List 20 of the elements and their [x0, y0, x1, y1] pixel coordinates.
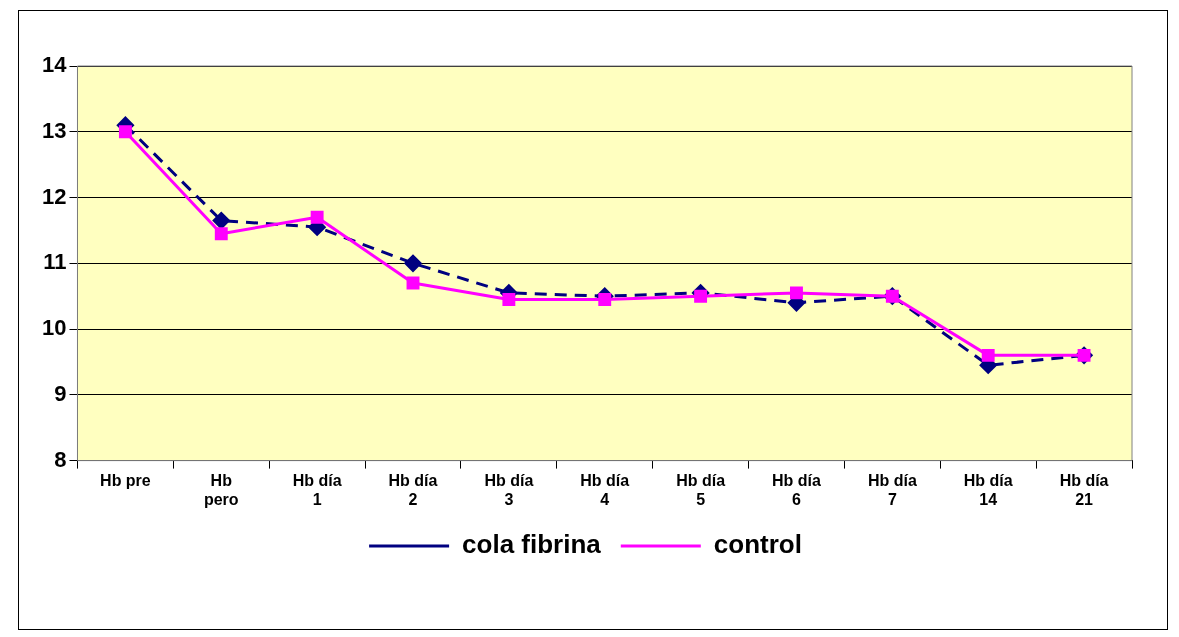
x-tick-label: Hb pre: [100, 471, 151, 489]
x-tick-label: Hb día 1: [292, 471, 342, 508]
y-tick-label: 9: [54, 380, 67, 406]
legend-label: control: [713, 529, 802, 560]
x-tick-label: Hb día 6: [772, 471, 822, 508]
x-tick-label: Hb día 3: [484, 471, 534, 508]
y-tick-label: 10: [41, 315, 67, 341]
y-tick-label: 14: [41, 52, 68, 78]
x-tick-label: Hb día 21: [1059, 471, 1109, 508]
x-tick-label: Hb día 2: [388, 471, 438, 508]
x-tick-label: Hb día 4: [580, 471, 630, 508]
y-tick-label: 8: [54, 446, 67, 472]
y-tick-label: 13: [41, 117, 67, 143]
x-tick-label: Hb día 5: [676, 471, 726, 508]
x-tick-label: Hb día 7: [867, 471, 917, 508]
y-tick-label: 11: [43, 249, 67, 275]
x-tick-label: Hb día 14: [963, 471, 1013, 508]
x-tick-label: Hb pero: [203, 471, 239, 508]
legend-label: cola fibrina: [462, 529, 602, 560]
y-tick-label: 12: [41, 183, 67, 209]
